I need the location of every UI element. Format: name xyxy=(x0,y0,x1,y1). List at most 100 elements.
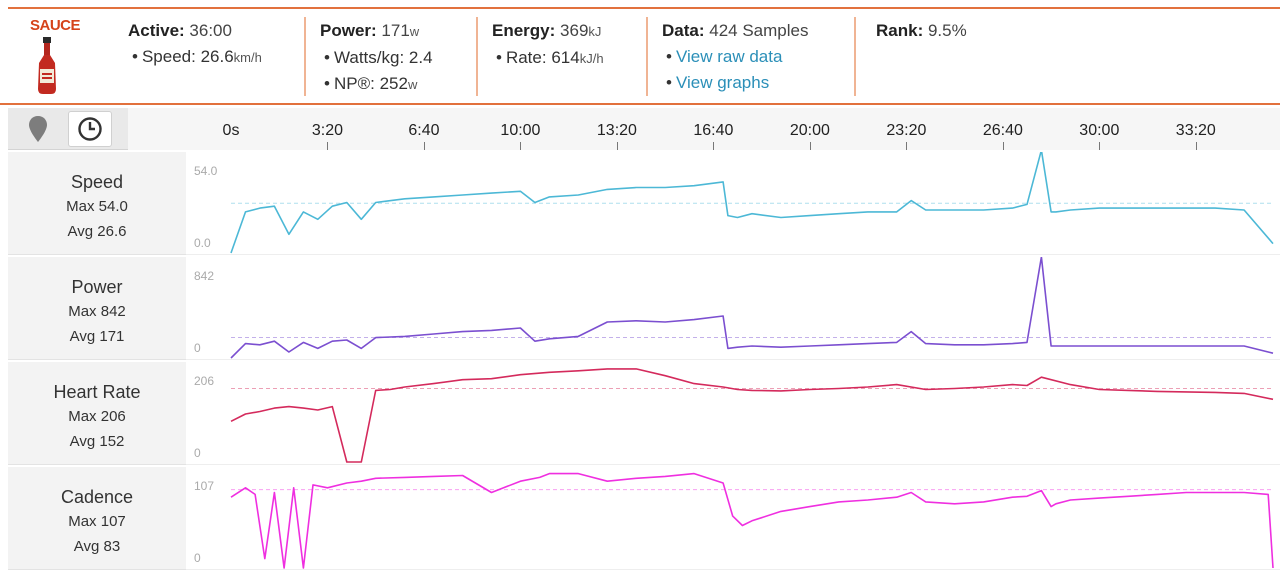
rate-value: 614 xyxy=(551,48,580,67)
metric-label-panel: Power Max 842 Avg 171 xyxy=(8,257,186,360)
time-tick-label: 6:40 xyxy=(408,122,440,139)
clock-icon xyxy=(78,116,102,141)
chart-svg xyxy=(230,368,1274,463)
metric-label-panel: Heart Rate Max 206 Avg 152 xyxy=(8,362,186,465)
logo-text: SAUCE xyxy=(30,17,81,34)
power-label: Power: xyxy=(320,21,377,40)
time-tick-label: 33:20 xyxy=(1175,122,1216,139)
time-mode-button[interactable] xyxy=(68,110,112,147)
y-max-label: 842 xyxy=(194,269,215,283)
np-unit: w xyxy=(407,77,418,92)
metric-chart[interactable]: 842 0 xyxy=(186,257,1280,360)
metric-avg: Avg 83 xyxy=(73,538,121,555)
metric-chart[interactable]: 54.0 0.0 xyxy=(186,152,1280,255)
sauce-bottle-icon xyxy=(38,37,56,94)
speed-label: Speed: xyxy=(141,47,196,66)
metric-label-panel: Cadence Max 107 Avg 83 xyxy=(8,467,186,570)
y-max-label: 54.0 xyxy=(194,164,218,178)
metric-max: Max 107 xyxy=(68,513,126,530)
energy-unit: kJ xyxy=(588,24,602,39)
rank-stats: Rank: 9.5% xyxy=(856,9,1056,104)
watts-kg-value: 2.4 xyxy=(408,48,433,67)
chart-svg xyxy=(230,152,1274,254)
metric-chart[interactable]: 206 0 xyxy=(186,362,1280,465)
map-pin-icon xyxy=(29,115,47,142)
time-tick-label: 30:00 xyxy=(1079,122,1120,139)
np-label: NP®: xyxy=(333,74,375,93)
series-line xyxy=(230,472,1274,569)
data-label: Data: xyxy=(662,21,705,40)
time-tick-label: 0s xyxy=(222,122,240,139)
chart-svg xyxy=(230,257,1274,359)
metric-max: Max 54.0 xyxy=(66,198,128,215)
metric-name: Cadence xyxy=(60,487,134,507)
np-value: 252 xyxy=(379,74,408,93)
y-max-label: 206 xyxy=(194,374,215,388)
time-tick-label: 10:00 xyxy=(500,122,541,139)
time-tick-mark xyxy=(616,142,618,150)
header-top-rule xyxy=(8,7,1280,9)
time-tick-mark xyxy=(327,142,329,150)
data-stats: Data: 424 Samples • View raw data • View g… xyxy=(648,9,856,104)
data-value: 424 Samples xyxy=(709,21,809,40)
time-tick-mark xyxy=(906,142,908,150)
energy-value: 369 xyxy=(560,21,589,40)
view-graphs-link[interactable]: View graphs xyxy=(675,73,770,92)
timeline-strip xyxy=(128,108,1280,150)
speed-unit: km/h xyxy=(233,50,262,65)
power-stats: Power: 171w • Watts/kg: 2.4 • NP®: 252w xyxy=(306,9,478,104)
energy-stats: Energy: 369kJ • Rate: 614kJ/h xyxy=(478,9,648,104)
map-mode-button[interactable] xyxy=(16,111,60,147)
time-tick-mark xyxy=(809,142,811,150)
metric-max: Max 206 xyxy=(68,408,126,425)
rate-unit: kJ/h xyxy=(579,51,604,66)
metric-max: Max 842 xyxy=(68,303,126,320)
view-raw-data-link[interactable]: View raw data xyxy=(675,47,783,66)
y-min-label: 0 xyxy=(194,551,201,565)
power-unit: w xyxy=(409,24,420,39)
series-line xyxy=(230,368,1274,463)
time-axis: 0s 3:20 6:40 10:00 13:20 16:40 20:00 23:20 26:40… xyxy=(186,108,1280,150)
metric-name: Speed xyxy=(70,172,124,192)
y-min-label: 0.0 xyxy=(194,236,211,250)
rank-value: 9.5% xyxy=(927,21,967,40)
energy-label: Energy: xyxy=(492,21,556,40)
series-line xyxy=(230,257,1274,359)
time-tick-mark xyxy=(1002,142,1004,150)
metric-avg: Avg 152 xyxy=(69,433,125,450)
metric-name: Heart Rate xyxy=(53,382,141,402)
rank-label: Rank: xyxy=(876,21,924,40)
metric-name: Power xyxy=(71,277,123,297)
time-tick-label: 20:00 xyxy=(789,122,830,139)
active-stats: Active: 36:00 • Speed: 26.6km/h xyxy=(114,9,306,104)
y-max-label: 107 xyxy=(194,479,215,493)
chart-toolbar xyxy=(8,108,128,150)
time-tick-mark xyxy=(1195,142,1197,150)
metric-avg: Avg 26.6 xyxy=(67,223,127,240)
power-value: 171 xyxy=(381,21,410,40)
time-tick-mark xyxy=(423,142,425,150)
time-tick-label: 16:40 xyxy=(693,122,734,139)
time-tick-label: 26:40 xyxy=(982,122,1023,139)
header-bottom-rule xyxy=(0,103,1280,105)
time-tick-label: 3:20 xyxy=(311,122,344,139)
active-value: 36:00 xyxy=(189,21,232,40)
time-tick-label: 23:20 xyxy=(886,122,927,139)
watts-kg-label: Watts/kg: xyxy=(333,48,405,67)
metric-chart[interactable]: 107 0 xyxy=(186,467,1280,570)
y-min-label: 0 xyxy=(194,446,201,460)
time-tick-mark xyxy=(713,142,715,150)
speed-value: 26.6 xyxy=(200,47,234,66)
rate-label: Rate: xyxy=(505,48,547,67)
y-min-label: 0 xyxy=(194,341,201,355)
sauce-logo[interactable]: SAUCE xyxy=(8,9,114,104)
time-tick-mark xyxy=(1099,142,1101,150)
metric-avg: Avg 171 xyxy=(69,328,125,345)
active-label: Active: xyxy=(128,21,185,40)
time-tick-mark xyxy=(520,142,522,150)
metric-label-panel: Speed Max 54.0 Avg 26.6 xyxy=(8,152,186,255)
series-line xyxy=(230,152,1274,254)
chart-svg xyxy=(230,472,1274,569)
stats-header: SAUCE Active: 36:00 • Speed: 26.6km/h Pow… xyxy=(8,9,1280,104)
time-tick-label: 13:20 xyxy=(596,122,637,139)
